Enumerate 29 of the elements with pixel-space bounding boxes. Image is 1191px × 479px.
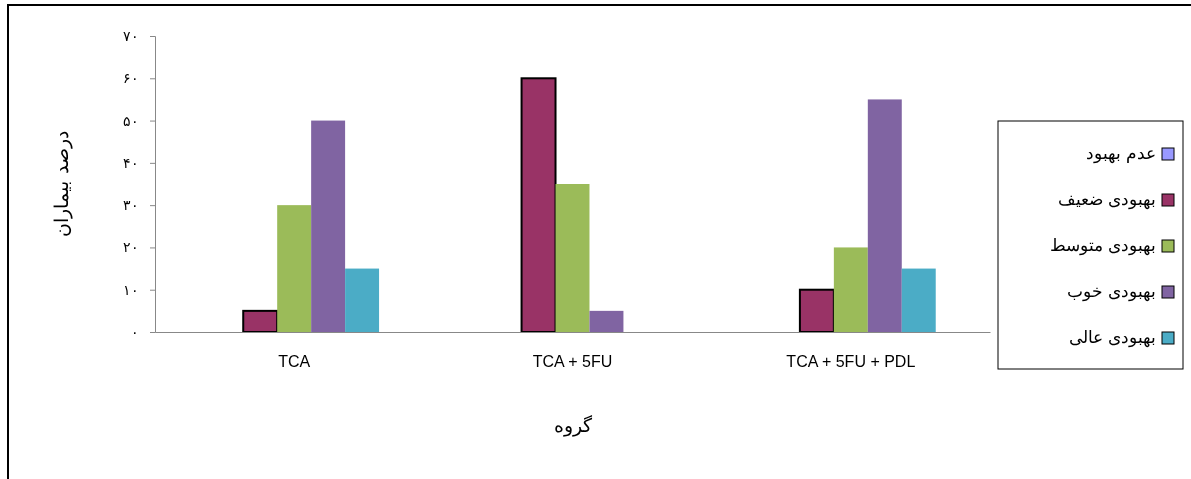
- bar: [555, 184, 590, 332]
- bar: [867, 99, 902, 332]
- y-tick-label: ۵۰: [123, 112, 139, 129]
- y-tick-label: ۶۰: [123, 70, 139, 87]
- bar: [589, 310, 624, 332]
- y-tick-label: ۱۰: [123, 281, 139, 298]
- y-tick-label: ۳۰: [123, 197, 139, 214]
- y-tick-label: ۰: [131, 323, 139, 340]
- y-axis-title: درصد بیماران: [50, 131, 73, 237]
- legend-label: بهبودی عالی: [1068, 327, 1156, 348]
- bar: [901, 268, 936, 332]
- legend-label: بهبودی ضعیف: [1057, 189, 1156, 210]
- bar: [311, 120, 346, 332]
- y-tick-label: ۴۰: [123, 154, 139, 171]
- legend-label: بهبودی متوسط: [1049, 235, 1156, 256]
- x-tick-label: TCA + 5FU: [532, 353, 613, 370]
- bar: [798, 288, 835, 333]
- bar: [345, 268, 380, 332]
- legend-label: بهبودی خوب: [1066, 281, 1156, 302]
- legend-label: عدم بهبود: [1085, 143, 1156, 164]
- y-tick-label: ۲۰: [123, 239, 139, 256]
- bar: [520, 77, 557, 333]
- bar: [242, 309, 279, 333]
- y-tick-label: ۷۰: [123, 27, 139, 44]
- bar: [277, 205, 312, 332]
- x-tick-label: TCA: [278, 353, 311, 370]
- x-axis-title: گروه: [553, 414, 593, 437]
- bar: [833, 247, 868, 332]
- x-tick-label: TCA + 5FU + PDL: [786, 353, 916, 370]
